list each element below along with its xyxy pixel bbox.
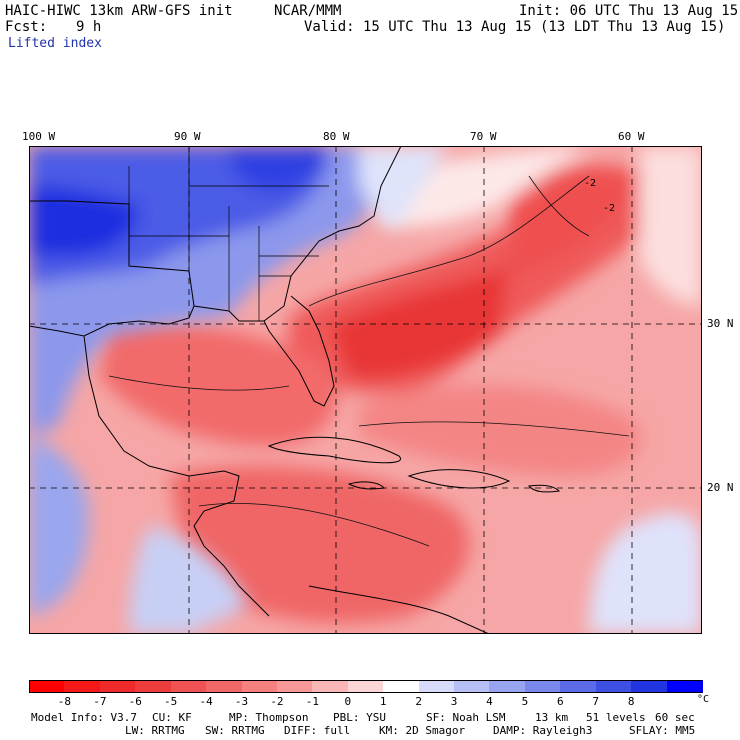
field-name: Lifted index bbox=[8, 36, 102, 51]
vertical-levels: 51 levels bbox=[586, 711, 646, 724]
lon-label-60w: 60 W bbox=[618, 130, 645, 143]
lon-label-80w: 80 W bbox=[323, 130, 350, 143]
colorbar-swatch bbox=[135, 680, 172, 693]
stable-zone-mexico bbox=[29, 436, 89, 616]
colorbar-swatch bbox=[383, 680, 420, 693]
colorbar-swatch bbox=[64, 680, 101, 693]
contour-lines bbox=[108, 175, 630, 547]
shortwave-scheme: SW: RRTMG bbox=[205, 724, 265, 737]
colorbar-swatch bbox=[454, 680, 491, 693]
pbl-scheme: PBL: YSU bbox=[333, 711, 386, 724]
lat-label-20n: 20 N bbox=[707, 481, 734, 494]
model-title: HAIC-HIWC 13km ARW-GFS init bbox=[5, 3, 233, 19]
coastlines bbox=[29, 146, 561, 634]
eddy-coefficient-option: KM: 2D Smagor bbox=[379, 724, 466, 737]
colorbar-tick-label: 0 bbox=[344, 695, 352, 708]
colorbar-tick-label: 5 bbox=[521, 695, 529, 708]
colorbar-tick-label: 8 bbox=[627, 695, 635, 708]
colorbar-swatch bbox=[170, 680, 207, 693]
colorbar-swatch bbox=[312, 680, 349, 693]
lat-lon-grid bbox=[29, 146, 702, 634]
colorbar-tick-label: -3 bbox=[234, 695, 249, 708]
damping-option: DAMP: Rayleigh3 bbox=[493, 724, 593, 737]
instability-core-north bbox=[329, 266, 509, 379]
colorbar-unit: °C bbox=[697, 694, 710, 705]
colorbar-swatch bbox=[206, 680, 243, 693]
surface-layer-option: SFLAY: MM5 bbox=[629, 724, 696, 737]
microphysics-scheme: MP: Thompson bbox=[229, 711, 309, 724]
organization-label: NCAR/MMM bbox=[274, 3, 342, 19]
diffusion-option: DIFF: full bbox=[284, 724, 351, 737]
colorbar-swatch bbox=[524, 680, 561, 693]
cumulus-scheme: CU: KF bbox=[152, 711, 192, 724]
colorbar-swatch bbox=[489, 680, 526, 693]
colorbar-tick-label: 4 bbox=[486, 695, 493, 708]
colorbar-swatch bbox=[241, 680, 278, 693]
resolution: 13 km bbox=[535, 711, 569, 724]
colorbar-swatch bbox=[666, 680, 703, 693]
colorbar-swatch bbox=[595, 680, 632, 693]
puerto-rico-outline bbox=[528, 484, 561, 493]
lon-label-90w: 90 W bbox=[174, 130, 201, 143]
colorbar-tick-label: 1 bbox=[379, 695, 387, 708]
colorbar-tick-label: -6 bbox=[128, 695, 142, 708]
time-step: 60 sec bbox=[655, 711, 695, 724]
lat-label-30n: 30 N bbox=[707, 317, 734, 330]
init-time: Init: 06 UTC Thu 13 Aug 15 bbox=[519, 3, 739, 19]
lifted-index-map: -2 -2 bbox=[29, 146, 702, 634]
colorbar-tick-label: -1 bbox=[305, 695, 319, 708]
contour-label: -2 bbox=[603, 203, 615, 214]
neutral-zone-coast bbox=[359, 146, 449, 228]
colorbar-tick-label: -8 bbox=[57, 695, 72, 708]
forecast-hour: 9 h bbox=[76, 19, 102, 35]
colorbar-swatch bbox=[347, 680, 384, 693]
lon-label-100w: 100 W bbox=[22, 130, 56, 143]
map-border bbox=[29, 146, 702, 634]
surface-scheme: SF: Noah LSM bbox=[426, 711, 506, 724]
colorbar-swatch bbox=[99, 680, 136, 693]
colorbar-tick-label: 3 bbox=[450, 695, 458, 708]
colorbar-swatch bbox=[631, 680, 668, 693]
contour-label: -2 bbox=[584, 178, 596, 189]
forecast-label: Fcst: bbox=[5, 19, 48, 35]
colorbar-tick-label: -4 bbox=[199, 695, 213, 708]
cuba-outline bbox=[267, 436, 402, 464]
colorbar-tick-label: 6 bbox=[557, 695, 564, 708]
model-info: Model Info: V3.7 bbox=[31, 711, 137, 724]
us-coastline bbox=[29, 146, 402, 322]
colorbar-tick-label: -7 bbox=[93, 695, 107, 708]
atlantic-instability bbox=[359, 384, 641, 476]
colorbar-tick-label: 2 bbox=[415, 695, 422, 708]
neutral-zone-northeast bbox=[639, 146, 702, 306]
caribbean-instability bbox=[169, 466, 470, 623]
stable-max-east bbox=[229, 146, 329, 191]
colorbar-swatch bbox=[560, 680, 597, 693]
stable-zone-southeast bbox=[589, 512, 702, 634]
south-america-coastline bbox=[308, 585, 490, 634]
map-canvas: -2 -2 bbox=[29, 146, 702, 634]
state-borders bbox=[128, 146, 329, 321]
longwave-scheme: LW: RRTMG bbox=[125, 724, 185, 737]
gulf-coastline bbox=[29, 305, 195, 337]
hispaniola-outline bbox=[407, 469, 511, 489]
colorbar-swatch bbox=[418, 680, 455, 693]
colorbar-swatch bbox=[29, 680, 65, 693]
valid-time: Valid: 15 UTC Thu 13 Aug 15 (13 LDT Thu … bbox=[304, 19, 726, 35]
colorbar-tick-label: -5 bbox=[164, 695, 178, 708]
lon-label-70w: 70 W bbox=[470, 130, 497, 143]
colorbar-tick-label: 7 bbox=[592, 695, 600, 708]
gulf-instability bbox=[99, 323, 337, 446]
mexico-coastline bbox=[83, 335, 270, 617]
colorbar-tick-label: -2 bbox=[270, 695, 284, 708]
colorbar-frame bbox=[29, 680, 702, 693]
colorbar-swatch bbox=[276, 680, 313, 693]
